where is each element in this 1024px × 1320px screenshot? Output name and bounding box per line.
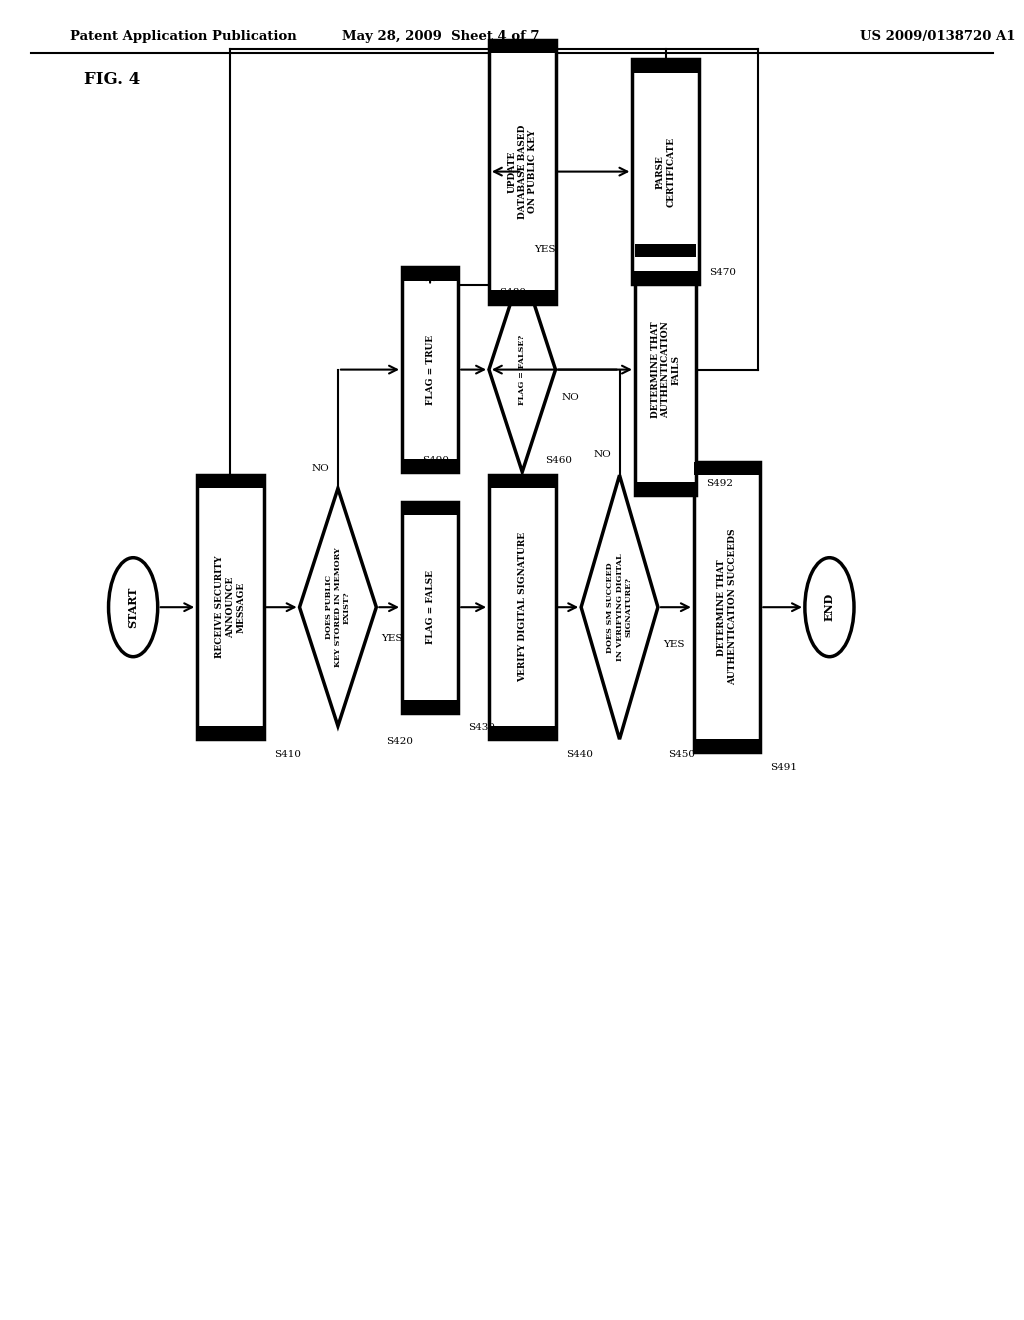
- Text: UPDATE
DATABASE BASED
ON PUBLIC KEY: UPDATE DATABASE BASED ON PUBLIC KEY: [507, 124, 538, 219]
- Bar: [489, 40, 555, 304]
- Text: S440: S440: [565, 750, 593, 759]
- Bar: [197, 475, 264, 739]
- Bar: [694, 739, 760, 752]
- Bar: [635, 244, 696, 257]
- Text: FLAG = FALSE?: FLAG = FALSE?: [518, 334, 526, 405]
- Text: END: END: [824, 593, 835, 622]
- Text: VERIFY DIGITAL SIGNATURE: VERIFY DIGITAL SIGNATURE: [518, 532, 526, 682]
- Text: YES: YES: [664, 640, 684, 649]
- Bar: [197, 726, 264, 739]
- Bar: [401, 502, 458, 713]
- Text: DETERMINE THAT
AUTHENTICATION SUCCEEDS: DETERMINE THAT AUTHENTICATION SUCCEEDS: [718, 529, 736, 685]
- Text: S430: S430: [469, 723, 496, 733]
- Bar: [694, 462, 760, 752]
- Bar: [633, 59, 699, 73]
- Text: YES: YES: [535, 246, 556, 253]
- Bar: [633, 59, 699, 284]
- Bar: [489, 726, 555, 739]
- Polygon shape: [582, 475, 657, 739]
- Text: NO: NO: [561, 393, 580, 403]
- Bar: [401, 268, 458, 473]
- Text: S420: S420: [387, 737, 414, 746]
- Text: S410: S410: [274, 750, 301, 759]
- Bar: [401, 267, 458, 281]
- Bar: [489, 475, 555, 488]
- Bar: [694, 462, 760, 475]
- Text: DOES PUBLIC
KEY STORED IN MEMORY
EXIST?: DOES PUBLIC KEY STORED IN MEMORY EXIST?: [325, 548, 351, 667]
- Bar: [489, 475, 555, 739]
- Polygon shape: [300, 488, 377, 726]
- Text: PARSE
CERTIFICATE: PARSE CERTIFICATE: [656, 136, 675, 207]
- Text: FLAG = TRUE: FLAG = TRUE: [426, 334, 434, 405]
- Text: S470: S470: [709, 268, 736, 277]
- Text: S490: S490: [422, 457, 450, 465]
- Bar: [489, 40, 555, 53]
- Ellipse shape: [109, 557, 158, 656]
- Text: S480: S480: [500, 288, 526, 297]
- Bar: [489, 290, 555, 304]
- Bar: [401, 459, 458, 473]
- Text: Patent Application Publication: Patent Application Publication: [70, 30, 296, 44]
- Text: S460: S460: [545, 457, 572, 465]
- Text: S450: S450: [668, 750, 695, 759]
- Text: FLAG = FALSE: FLAG = FALSE: [426, 570, 434, 644]
- Text: S492: S492: [707, 479, 733, 488]
- Text: FIG. 4: FIG. 4: [84, 71, 140, 88]
- Text: May 28, 2009  Sheet 4 of 7: May 28, 2009 Sheet 4 of 7: [342, 30, 539, 44]
- Text: START: START: [128, 586, 138, 628]
- Text: S491: S491: [770, 763, 798, 772]
- Bar: [197, 475, 264, 488]
- Bar: [635, 244, 696, 495]
- Text: DOES SM SUCCEED
IN VERIFYING DIGITAL
SIGNATURE?: DOES SM SUCCEED IN VERIFYING DIGITAL SIG…: [606, 553, 633, 661]
- Text: YES: YES: [381, 634, 402, 643]
- Text: NO: NO: [312, 463, 330, 473]
- Bar: [401, 700, 458, 713]
- Text: NO: NO: [594, 450, 611, 459]
- Text: DETERMINE THAT
AUTHENTICATION
FAILS: DETERMINE THAT AUTHENTICATION FAILS: [650, 321, 681, 418]
- Text: RECEIVE SECURITY
ANNOUNCE
MESSAGE: RECEIVE SECURITY ANNOUNCE MESSAGE: [215, 556, 246, 659]
- Bar: [633, 271, 699, 284]
- Bar: [401, 502, 458, 515]
- Bar: [635, 482, 696, 495]
- Ellipse shape: [805, 557, 854, 656]
- Polygon shape: [489, 267, 555, 473]
- Text: US 2009/0138720 A1: US 2009/0138720 A1: [860, 30, 1016, 44]
